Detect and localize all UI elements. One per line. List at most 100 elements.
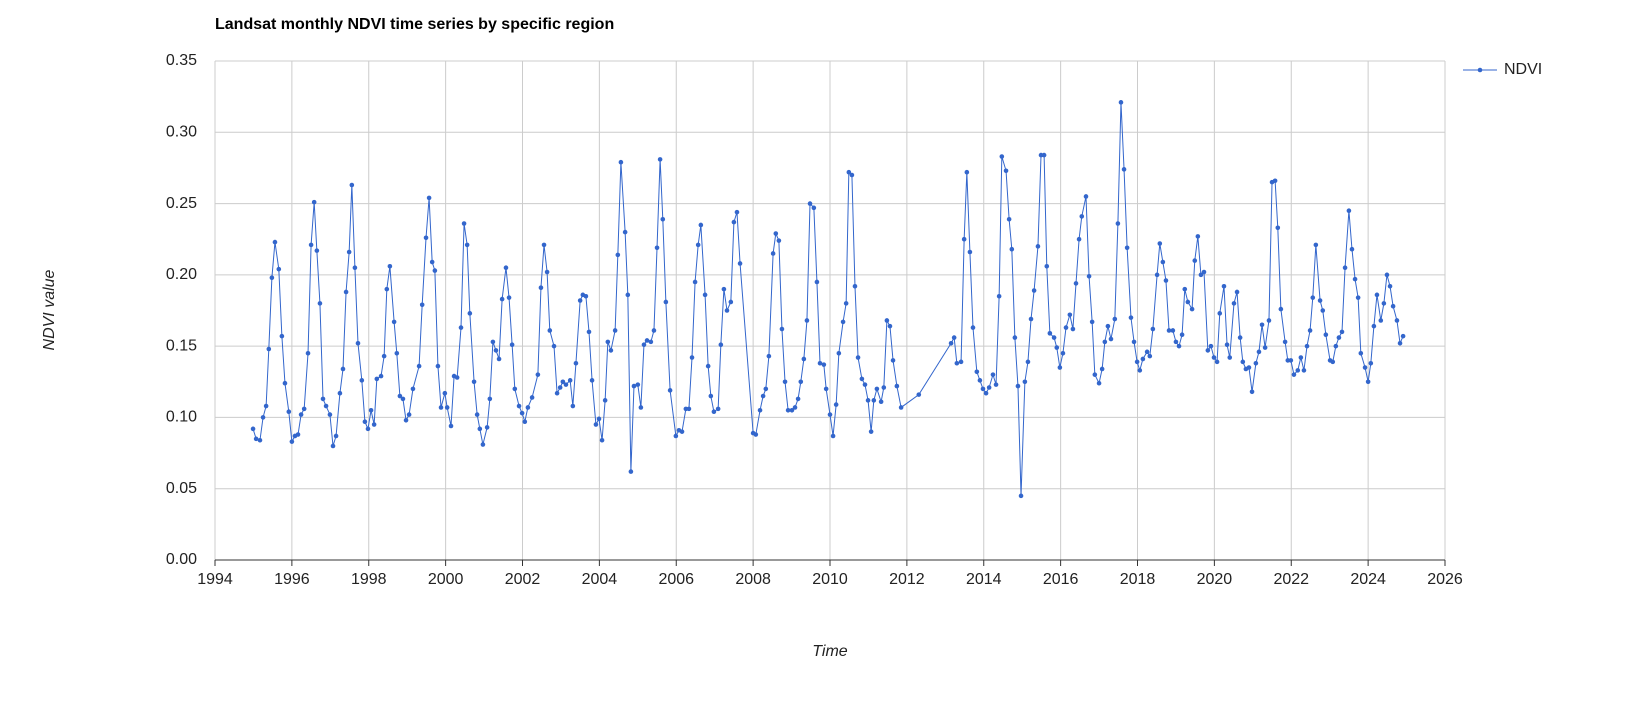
data-point <box>718 342 724 348</box>
data-point <box>519 410 525 416</box>
data-point <box>458 325 464 330</box>
data-point <box>1170 328 1176 333</box>
data-point <box>365 426 371 432</box>
data-point <box>631 383 637 389</box>
data-point <box>544 269 550 275</box>
data-point <box>1282 339 1288 345</box>
data-point <box>1022 379 1028 385</box>
data-point <box>276 266 282 272</box>
data-point <box>635 382 641 387</box>
data-point <box>340 366 346 372</box>
data-point <box>250 426 256 432</box>
data-point <box>583 293 589 299</box>
data-point <box>516 403 522 409</box>
data-point <box>1051 335 1057 340</box>
data-point <box>1288 358 1294 363</box>
data-point <box>721 286 727 292</box>
data-point <box>785 408 791 413</box>
data-point <box>1076 236 1082 242</box>
data-point <box>1336 335 1342 340</box>
data-point <box>1192 258 1198 263</box>
data-point <box>737 261 743 266</box>
data-point <box>419 302 425 308</box>
x-tick-label: 1996 <box>274 571 310 588</box>
data-point <box>538 285 544 290</box>
data-point <box>432 268 438 273</box>
data-point <box>416 363 422 369</box>
data-point <box>1301 368 1307 373</box>
data-point <box>648 339 654 345</box>
data-point <box>625 292 631 298</box>
data-point <box>512 386 518 392</box>
data-point <box>1240 359 1246 365</box>
data-point <box>454 375 460 380</box>
data-point <box>1298 355 1304 360</box>
data-point <box>1374 292 1380 298</box>
data-point <box>1339 329 1345 335</box>
data-point <box>823 386 829 392</box>
data-point <box>986 385 992 390</box>
x-tick-label: 2006 <box>658 571 694 588</box>
data-point <box>999 154 1005 159</box>
data-point <box>464 242 470 248</box>
data-point <box>1054 345 1060 350</box>
data-point <box>715 406 721 412</box>
data-point <box>474 412 480 417</box>
data-point <box>708 393 714 399</box>
data-point <box>596 416 602 422</box>
data-point <box>286 409 292 415</box>
data-point <box>770 251 776 256</box>
data-point <box>1105 323 1111 329</box>
data-point <box>644 338 650 343</box>
data-point <box>1237 335 1243 340</box>
data-point <box>773 231 779 236</box>
data-point <box>1323 332 1329 338</box>
data-point <box>1307 328 1313 333</box>
data-point <box>795 396 801 402</box>
y-tick-label: 0.35 <box>166 52 197 69</box>
data-point <box>577 298 583 303</box>
data-point <box>509 342 515 348</box>
data-point <box>951 335 957 340</box>
data-point <box>1198 272 1204 278</box>
data-point <box>1176 343 1182 349</box>
data-point <box>1211 355 1217 360</box>
data-point <box>757 408 763 413</box>
data-point <box>1384 272 1390 278</box>
data-point <box>1201 269 1207 275</box>
y-axis-title: NDVI value <box>41 269 58 350</box>
data-point <box>763 386 769 392</box>
y-tick-label: 0.00 <box>166 551 197 568</box>
x-tick-label: 2004 <box>582 571 618 588</box>
data-point <box>381 353 387 359</box>
data-point <box>602 398 608 403</box>
data-point <box>1295 368 1301 373</box>
data-point <box>397 393 403 399</box>
data-point <box>1253 360 1259 366</box>
y-tick-label: 0.05 <box>166 480 197 497</box>
data-point <box>477 426 483 432</box>
data-point <box>833 402 839 407</box>
data-point <box>1137 368 1143 373</box>
data-point <box>641 342 647 348</box>
data-point <box>894 383 900 389</box>
data-point <box>1185 299 1191 305</box>
data-point <box>400 396 406 402</box>
data-point <box>368 408 374 413</box>
data-point <box>948 340 954 346</box>
data-point <box>496 356 502 362</box>
data-point <box>442 390 448 396</box>
data-point <box>1035 244 1041 249</box>
data-point <box>560 379 566 385</box>
data-point <box>567 378 573 383</box>
data-point <box>359 378 365 383</box>
data-point <box>654 245 660 251</box>
data-point <box>547 328 553 333</box>
data-point <box>1063 325 1069 330</box>
data-point <box>1275 225 1281 231</box>
data-point <box>1246 365 1252 370</box>
data-point <box>1221 283 1227 289</box>
data-point <box>840 319 846 325</box>
data-point <box>1390 303 1396 309</box>
